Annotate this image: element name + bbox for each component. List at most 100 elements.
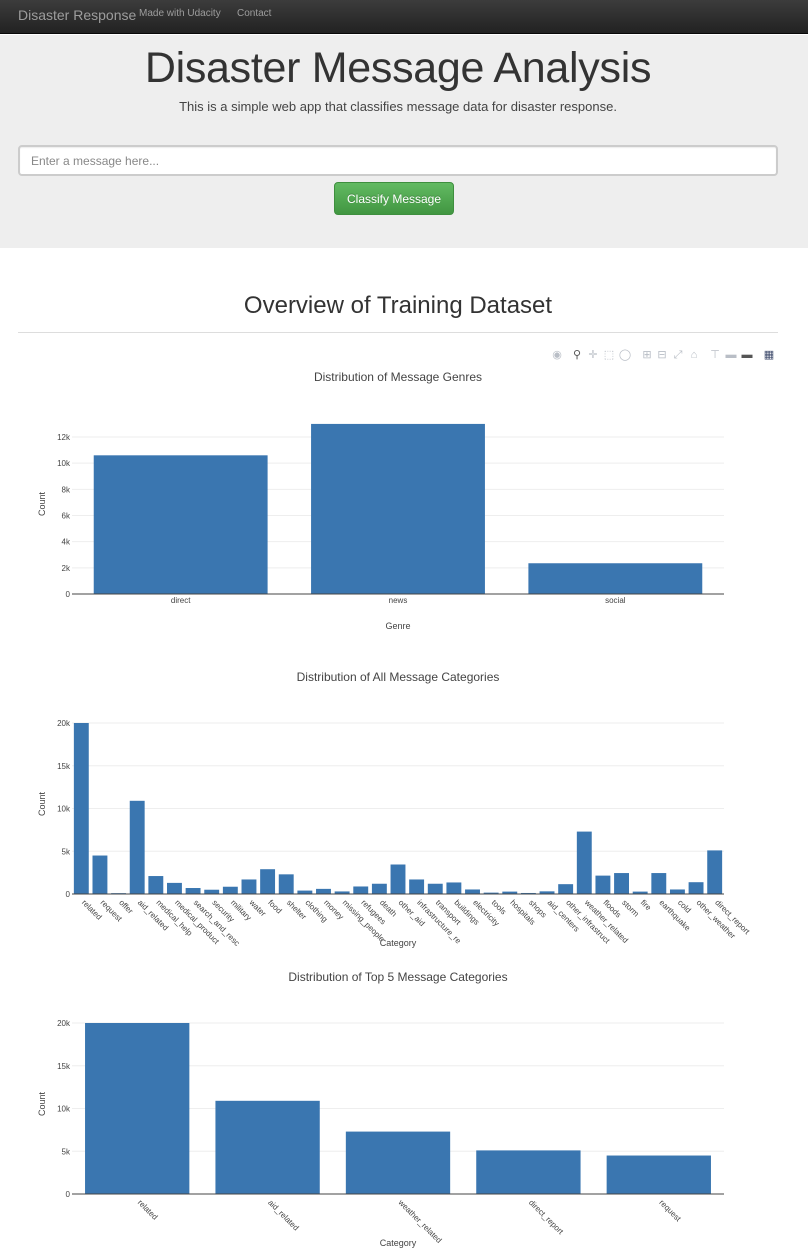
- autoscale-icon[interactable]: ⤢: [673, 349, 683, 361]
- bar: [614, 873, 629, 894]
- y-axis-title: Count: [37, 792, 47, 817]
- bar: [85, 1023, 190, 1194]
- bar: [345, 1131, 451, 1194]
- y-tick-label: 15k: [57, 762, 71, 771]
- bar: [222, 886, 238, 894]
- jumbotron: Disaster Message Analysis This is a simp…: [0, 35, 808, 248]
- bar: [539, 891, 555, 894]
- bar: [185, 888, 201, 894]
- x-tick-label: direct: [171, 596, 191, 605]
- x-tick-label: request: [657, 1198, 683, 1224]
- x-tick-label: direct_report: [527, 1198, 566, 1237]
- x-tick-label: food: [266, 898, 283, 915]
- bar: [260, 869, 276, 894]
- x-tick-label: related: [136, 1198, 160, 1222]
- y-tick-label: 20k: [57, 1019, 71, 1028]
- bar: [409, 879, 425, 894]
- bar: [93, 455, 268, 594]
- bar: [483, 892, 499, 894]
- zoom-in-icon[interactable]: ⊞: [642, 349, 652, 361]
- x-axis-title: Category: [380, 938, 417, 948]
- bar: [528, 563, 703, 594]
- bar: [476, 1150, 581, 1194]
- bar: [446, 882, 462, 894]
- message-input[interactable]: [18, 145, 778, 176]
- lasso-icon[interactable]: ◯: [618, 349, 632, 361]
- x-tick-label: fire: [639, 898, 654, 913]
- bar: [651, 873, 667, 894]
- bar: [502, 891, 518, 894]
- bar: [595, 875, 611, 894]
- x-axis-title: Genre: [385, 621, 410, 631]
- zoom-out-icon[interactable]: ⊟: [657, 349, 667, 361]
- y-tick-label: 4k: [62, 538, 71, 547]
- y-tick-label: 10k: [57, 805, 71, 814]
- y-tick-label: 0: [66, 890, 71, 899]
- bar: [241, 879, 257, 894]
- bar: [353, 886, 369, 894]
- hover-compare-icon[interactable]: ▬: [741, 349, 753, 361]
- bar: [334, 891, 350, 894]
- x-tick-label: news: [389, 596, 408, 605]
- y-tick-label: 0: [66, 590, 71, 599]
- bar: [316, 888, 331, 894]
- y-tick-label: 15k: [57, 1062, 71, 1071]
- hover-closest-icon[interactable]: ▬: [725, 349, 737, 361]
- bar: [297, 890, 313, 894]
- x-tick-label: shelter: [285, 898, 309, 922]
- bar: [148, 876, 164, 894]
- nav-link-contact[interactable]: Contact: [237, 8, 272, 19]
- bar: [92, 855, 108, 894]
- reset-axes-icon[interactable]: ⌂: [690, 349, 698, 361]
- page-title: Disaster Message Analysis: [144, 44, 652, 92]
- y-tick-label: 12k: [57, 433, 71, 442]
- bar: [606, 1155, 711, 1194]
- bar: [520, 892, 536, 894]
- x-tick-label: aid_related: [266, 1198, 300, 1232]
- bar: [688, 882, 704, 894]
- pan-icon[interactable]: ✛: [588, 349, 598, 361]
- navbar: Disaster Response Made with Udacity Cont…: [0, 0, 808, 34]
- chart-title: Distribution of All Message Categories: [297, 670, 500, 684]
- bar: [278, 874, 294, 894]
- chart-title: Distribution of Message Genres: [314, 370, 482, 384]
- bar: [311, 423, 485, 594]
- box-select-icon[interactable]: ⬚: [603, 349, 615, 361]
- chart-title: Distribution of Top 5 Message Categories: [288, 970, 507, 984]
- classify-message-button[interactable]: Classify Message: [334, 182, 454, 215]
- y-axis-title: Count: [37, 1092, 47, 1117]
- y-tick-label: 2k: [62, 564, 71, 573]
- y-tick-label: 10k: [57, 1105, 71, 1114]
- y-tick-label: 5k: [62, 1147, 71, 1156]
- camera-icon[interactable]: ◉: [552, 349, 562, 361]
- plot-modebar: ◉ ⚲ ✛ ⬚ ◯ ⊞ ⊟ ⤢ ⌂ ⊤ ▬ ▬ ▦: [548, 348, 778, 364]
- y-tick-label: 10k: [57, 459, 71, 468]
- bar: [390, 864, 406, 894]
- section-title: Overview of Training Dataset: [243, 292, 553, 319]
- bar: [129, 800, 145, 894]
- bar: [632, 891, 648, 894]
- bar: [167, 882, 182, 894]
- y-tick-label: 8k: [62, 485, 71, 494]
- plotly-logo-icon[interactable]: ▦: [763, 349, 775, 361]
- y-tick-label: 6k: [62, 512, 71, 521]
- zoom-icon[interactable]: ⚲: [572, 349, 582, 361]
- y-tick-label: 0: [66, 1190, 71, 1199]
- nav-link-udacity[interactable]: Made with Udacity: [139, 8, 221, 19]
- section-divider: [18, 332, 778, 333]
- y-tick-label: 20k: [57, 719, 71, 728]
- page-subtitle: This is a simple web app that classifies…: [179, 99, 617, 114]
- y-axis-title: Count: [37, 492, 47, 517]
- bar: [215, 1100, 320, 1194]
- bar: [558, 884, 574, 894]
- y-tick-label: 5k: [62, 847, 71, 856]
- bar: [465, 889, 480, 894]
- bar: [204, 889, 220, 894]
- bar: [371, 883, 387, 894]
- x-axis-title: Category: [380, 1238, 417, 1248]
- navbar-brand[interactable]: Disaster Response: [18, 7, 137, 23]
- bar: [73, 723, 89, 894]
- spike-lines-icon[interactable]: ⊤: [710, 349, 720, 361]
- x-tick-label: storm: [620, 898, 641, 919]
- bar: [707, 850, 723, 894]
